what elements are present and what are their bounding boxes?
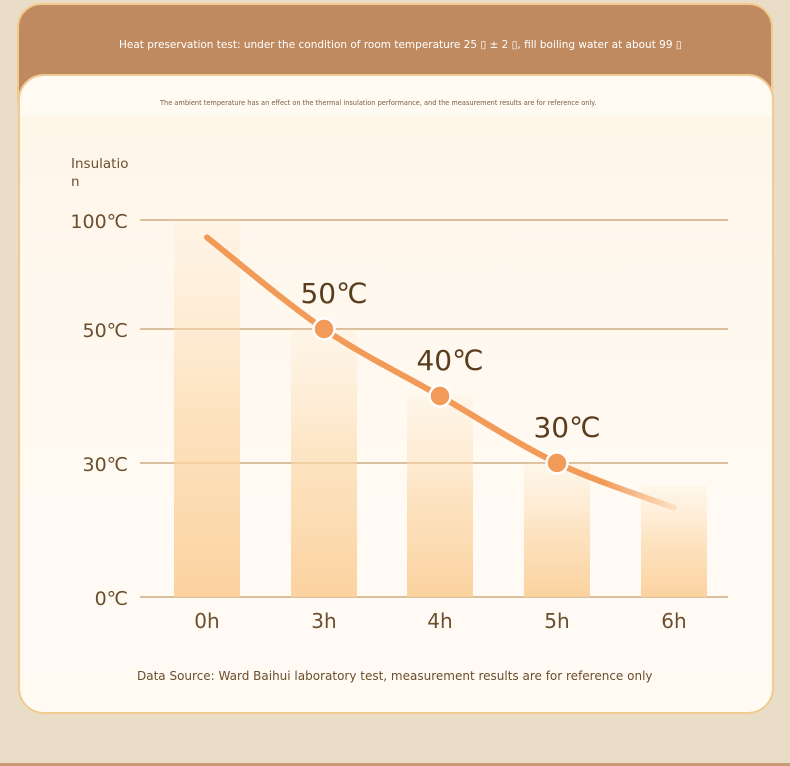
header-title: Heat preservation test: under the condit… [119,39,682,51]
data-label: 50℃ [300,277,367,310]
data-label: 30℃ [533,411,600,444]
insulation-chart: 0℃ 30℃ 50℃ 100℃ 0h 3h 4h 5h 6h 50℃ 40℃ 30℃ [70,211,728,633]
chart-card: The ambient temperature has an effect on… [18,74,774,714]
data-point-marker [428,384,452,408]
x-tick-label: 5h [544,609,569,633]
y-axis-label: Insulation [71,156,129,190]
y-tick-label: 100℃ [70,211,128,233]
x-tick-label: 3h [311,609,336,633]
data-point-marker [312,317,336,341]
reference-note: The ambient temperature has an effect on… [160,99,597,107]
x-tick-label: 0h [194,609,219,633]
x-tick-label: 6h [661,609,686,633]
bar [407,396,473,597]
y-tick-label: 30℃ [82,454,128,476]
data-point-marker [545,451,569,475]
y-tick-label: 50℃ [82,320,128,342]
bottom-divider [0,763,790,766]
bar [524,463,590,597]
bar [641,485,707,597]
y-tick-label: 0℃ [95,588,128,610]
x-tick-label: 4h [427,609,452,633]
data-label: 40℃ [416,344,483,377]
bar [174,220,240,597]
bar [291,329,357,597]
data-source: Data Source: Ward Baihui laboratory test… [137,669,653,683]
